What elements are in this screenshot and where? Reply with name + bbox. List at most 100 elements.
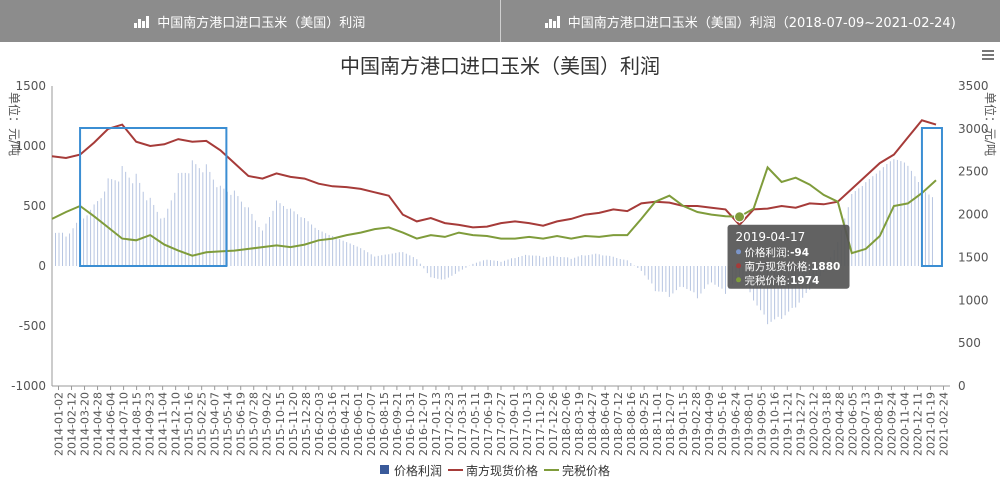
x-tick-label: 2020-09-24 bbox=[885, 392, 898, 456]
x-tick-label: 2017-07-27 bbox=[495, 392, 508, 456]
x-tick-label: 2014-01-02 bbox=[53, 392, 66, 456]
tooltip-dot bbox=[736, 263, 742, 269]
bar-chart-icon bbox=[544, 14, 560, 28]
y-right-tick: 0 bbox=[958, 379, 966, 393]
x-tick-label: 2014-02-12 bbox=[66, 392, 79, 456]
x-tick-label: 2021-02-24 bbox=[937, 392, 950, 456]
tooltip-title: 2019-04-17 bbox=[736, 230, 806, 244]
legend-label[interactable]: 价格利润 bbox=[394, 463, 442, 478]
x-tick-label: 2019-02-28 bbox=[690, 392, 703, 456]
x-tick-label: 2017-06-19 bbox=[482, 392, 495, 456]
x-tick-label: 2020-04-28 bbox=[833, 392, 846, 456]
tooltip-marker bbox=[734, 211, 746, 223]
x-tick-label: 2016-06-01 bbox=[352, 392, 365, 456]
x-tick-label: 2017-01-13 bbox=[430, 392, 443, 456]
x-tick-label: 2016-09-21 bbox=[391, 392, 404, 456]
y-right-tick: 500 bbox=[958, 336, 981, 350]
legend-label[interactable]: 南方现货价格 bbox=[466, 463, 538, 478]
tooltip-box bbox=[727, 224, 850, 289]
x-tick-label: 2017-03-31 bbox=[456, 392, 469, 456]
x-tick-label: 2020-12-11 bbox=[911, 392, 924, 456]
tab-profit-range[interactable]: 中国南方港口进口玉米（美国）利润（2018-07-09~2021-02-24) bbox=[499, 0, 1000, 42]
x-tick-label: 2016-08-15 bbox=[378, 392, 391, 456]
legend-label[interactable]: 完税价格 bbox=[562, 463, 610, 478]
x-tick-label: 2017-10-13 bbox=[521, 392, 534, 456]
x-tick-label: 2015-05-14 bbox=[222, 392, 235, 456]
x-tick-label: 2015-10-15 bbox=[274, 392, 287, 456]
chart: 中国南方港口进口玉米（美国）利润 单位：元/吨 单位：元/吨 1500 1000 5… bbox=[7, 54, 998, 478]
x-tick-label: 2018-03-19 bbox=[573, 392, 586, 456]
x-tick-label: 2019-09-05 bbox=[755, 392, 768, 456]
tab-label: 中国南方港口进口玉米（美国）利润 bbox=[157, 15, 366, 31]
x-tick-label: 2019-01-15 bbox=[677, 392, 690, 456]
x-tick-label: 2021-01-19 bbox=[924, 392, 937, 456]
x-tick-label: 2014-08-15 bbox=[131, 392, 144, 456]
x-tick-label: 2015-07-28 bbox=[248, 392, 261, 456]
hamburger-menu-icon[interactable] bbox=[982, 50, 994, 60]
x-tick-label: 2018-12-07 bbox=[664, 392, 677, 456]
x-tick-label: 2014-06-04 bbox=[105, 392, 118, 456]
legend: 价格利润 南方现货价格 完税价格 bbox=[380, 463, 610, 478]
x-tick-label: 2014-09-23 bbox=[144, 392, 157, 456]
x-tick-label: 2016-12-07 bbox=[417, 392, 430, 456]
y-right-tick: 3500 bbox=[958, 79, 989, 93]
x-tick-label: 2019-06-24 bbox=[729, 392, 742, 456]
x-tick-label: 2015-09-02 bbox=[261, 392, 274, 456]
x-tick-label: 2014-03-20 bbox=[79, 392, 92, 456]
tooltip-dot bbox=[736, 249, 742, 255]
x-tick-label: 2016-07-07 bbox=[365, 392, 378, 456]
highlight-box bbox=[79, 127, 228, 267]
x-tick-label: 2019-08-01 bbox=[742, 392, 755, 456]
x-tick-label: 2019-12-27 bbox=[794, 392, 807, 456]
x-tick-label: 2019-04-09 bbox=[703, 392, 716, 456]
tab-bar: 中国南方港口进口玉米（美国）利润 中国南方港口进口玉米（美国）利润（2018-0… bbox=[0, 0, 1000, 42]
y-left-tick: 1500 bbox=[15, 79, 46, 93]
y-left-tick: -1000 bbox=[11, 379, 46, 393]
series-line-duty-paid-price bbox=[51, 165, 937, 257]
y-left-tick: -500 bbox=[19, 319, 46, 333]
x-tick-label: 2019-11-21 bbox=[781, 392, 794, 456]
x-tick-label: 2018-11-01 bbox=[651, 392, 664, 456]
x-tick-label: 2015-06-19 bbox=[235, 392, 248, 456]
x-tick-label: 2017-05-11 bbox=[469, 392, 482, 456]
x-tick-label: 2020-11-04 bbox=[898, 392, 911, 456]
tab-profit-full[interactable]: 中国南方港口进口玉米（美国）利润 bbox=[0, 0, 500, 42]
x-tick-label: 2016-10-31 bbox=[404, 392, 417, 456]
tooltip-row: 价格利润:-94 bbox=[745, 246, 810, 259]
x-tick-label: 2020-07-13 bbox=[859, 392, 872, 456]
legend-swatch-bar[interactable] bbox=[380, 465, 389, 474]
tooltip-dot bbox=[736, 277, 742, 283]
tooltip-row: 完税价格:1974 bbox=[745, 274, 820, 287]
x-tick-label: 2017-02-23 bbox=[443, 392, 456, 456]
x-tick-label: 2018-09-25 bbox=[638, 392, 651, 456]
x-tick-label: 2018-04-27 bbox=[586, 392, 599, 456]
right-axis-label: 单位：元/吨 bbox=[983, 92, 998, 156]
left-axis-label: 单位：元/吨 bbox=[7, 92, 22, 156]
y-right-tick: 2500 bbox=[958, 165, 989, 179]
x-tick-label: 2016-02-03 bbox=[313, 392, 326, 456]
x-tick-label: 2016-04-21 bbox=[339, 392, 352, 456]
y-right-tick: 1000 bbox=[958, 293, 989, 307]
x-tick-label: 2018-08-16 bbox=[625, 392, 638, 456]
y-right-tick: 1500 bbox=[958, 250, 989, 264]
x-tick-label: 2014-12-10 bbox=[170, 392, 183, 456]
x-tick-label: 2015-04-07 bbox=[209, 392, 222, 456]
x-tick-label: 2015-11-20 bbox=[287, 392, 300, 456]
x-tick-label: 2017-12-26 bbox=[547, 392, 560, 456]
tab-label: 中国南方港口进口玉米（美国）利润（2018-07-09~2021-02-24) bbox=[567, 15, 956, 31]
x-tick-label: 2014-07-10 bbox=[118, 392, 131, 456]
bar-chart-icon bbox=[134, 14, 150, 28]
x-tick-label: 2016-03-16 bbox=[326, 392, 339, 456]
x-tick-label: 2014-11-04 bbox=[157, 392, 170, 456]
tooltip-row: 南方现货价格:1880 bbox=[745, 260, 841, 273]
x-tick-label: 2018-02-06 bbox=[560, 392, 573, 456]
x-tick-label: 2020-03-18 bbox=[820, 392, 833, 456]
y-right-tick: 2000 bbox=[958, 208, 989, 222]
series-line-spot-price bbox=[51, 119, 937, 229]
y-right-tick: 3000 bbox=[958, 122, 989, 136]
x-tick-label: 2020-08-19 bbox=[872, 392, 885, 456]
x-tick-label: 2019-10-16 bbox=[768, 392, 781, 456]
x-tick-label: 2019-05-16 bbox=[716, 392, 729, 456]
highlight-box bbox=[920, 127, 943, 267]
